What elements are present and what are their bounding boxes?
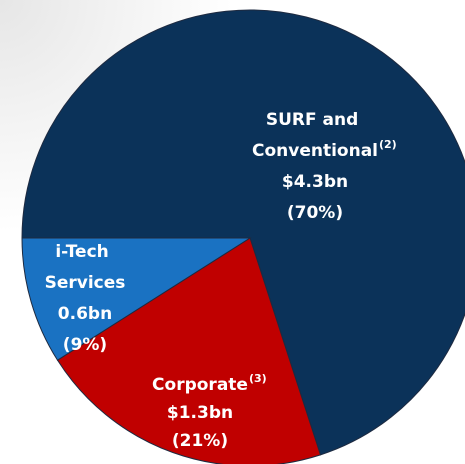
value-label: (21%) <box>172 431 228 451</box>
footnote-marker: (3) <box>249 372 267 385</box>
slice-label: i-Tech Services <box>45 242 126 293</box>
amount-label: $4.3bn <box>282 172 348 192</box>
footnote-marker: (2) <box>379 138 397 151</box>
pie-slice <box>21 9 465 456</box>
pie-slice <box>21 237 252 361</box>
label-line: Conventional <box>252 141 378 161</box>
slice-label: SURF and Conventional <box>252 110 378 161</box>
value-label: (9%) <box>63 335 107 355</box>
pie-slice <box>56 237 322 464</box>
amount-label: 0.6bn <box>58 304 112 324</box>
label-line: i-Tech <box>55 242 114 262</box>
amount-label: $1.3bn <box>167 403 233 423</box>
value-label: (70%) <box>287 203 343 223</box>
slice-label: Corporate <box>152 375 248 395</box>
label-line: Services <box>45 273 126 293</box>
label-line: SURF and <box>266 110 364 130</box>
